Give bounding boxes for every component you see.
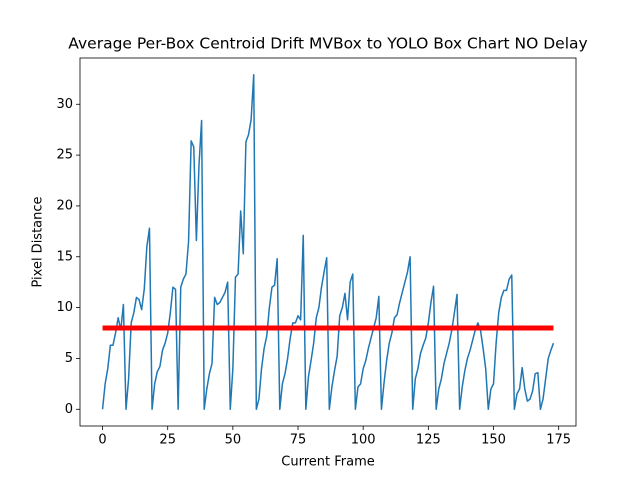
y-tick-label: 5 <box>65 351 73 366</box>
y-tick-label: 0 <box>65 402 73 417</box>
x-tick-label: 125 <box>416 433 441 448</box>
y-tick-label: 25 <box>56 148 73 163</box>
x-tick-label: 0 <box>98 433 106 448</box>
x-tick-label: 100 <box>351 433 376 448</box>
x-axis-label: Current Frame <box>281 455 374 470</box>
y-tick-label: 10 <box>56 300 73 315</box>
y-tick-label: 20 <box>56 198 73 213</box>
data-line <box>101 74 555 411</box>
x-tick-label: 175 <box>546 433 571 448</box>
x-tick-label: 150 <box>481 433 506 448</box>
chart-title: Average Per-Box Centroid Drift MVBox to … <box>68 35 587 53</box>
x-tick-label: 50 <box>225 433 242 448</box>
plot-frame <box>79 57 577 427</box>
x-tick-label: 25 <box>159 433 176 448</box>
y-axis-label: Pixel Distance <box>31 196 46 287</box>
y-tick-label: 30 <box>56 97 73 112</box>
x-tick-label: 75 <box>290 433 307 448</box>
y-tick-label: 15 <box>56 249 73 264</box>
